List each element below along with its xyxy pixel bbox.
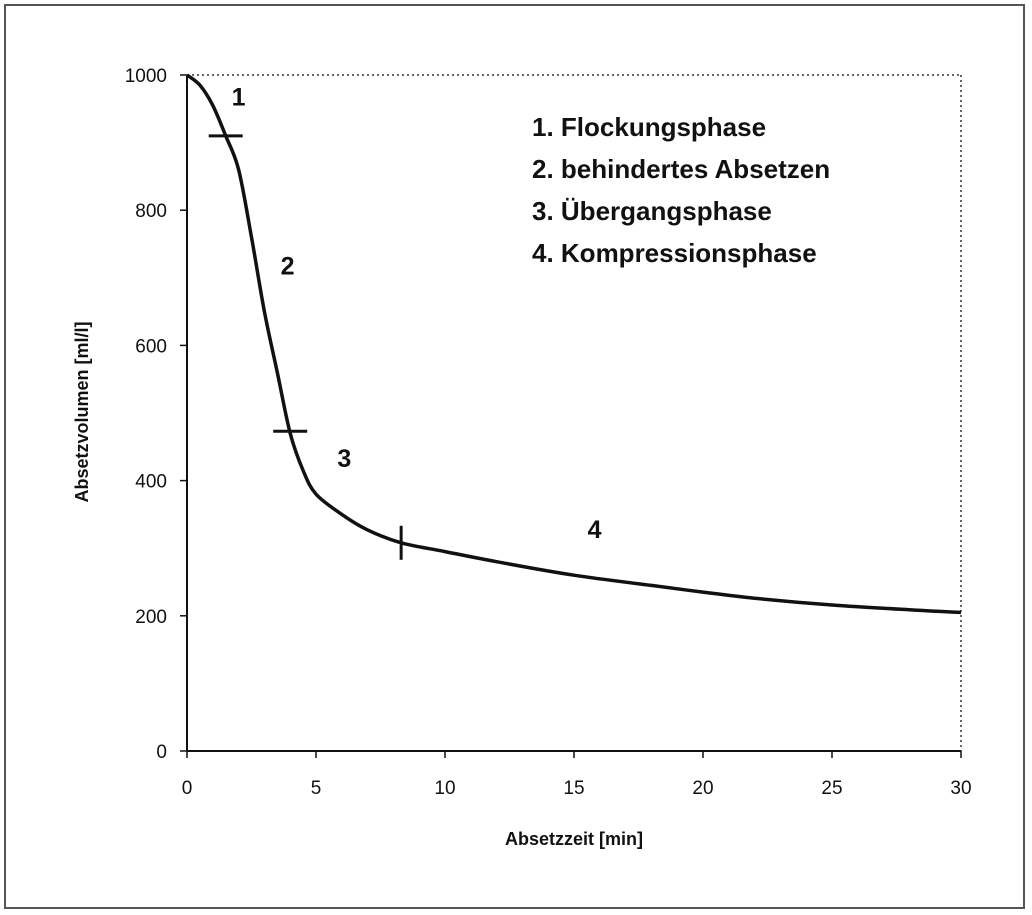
x-tick-label: 15 [563, 778, 584, 799]
y-tick-label: 0 [156, 742, 167, 763]
y-tick-label: 800 [135, 201, 167, 222]
y-tick-label: 1000 [125, 66, 167, 87]
x-tick-label: 20 [692, 778, 713, 799]
x-tick-label: 30 [950, 778, 971, 799]
x-tick-label: 5 [311, 778, 322, 799]
x-tick-label: 10 [434, 778, 455, 799]
phase-label-3: 3 [337, 445, 351, 473]
phase-labels: 1 2 3 4 [232, 83, 602, 544]
phase-label-4: 4 [588, 516, 602, 544]
y-tick-label: 400 [135, 472, 167, 493]
phase-label-1: 1 [232, 83, 246, 111]
legend: 1. Flockungsphase 2. behindertes Absetzen… [532, 112, 830, 268]
legend-entry: 1. Flockungsphase [532, 112, 766, 142]
x-tick-label: 0 [182, 778, 193, 799]
y-axis-label: Absetzvolumen [ml/l] [72, 321, 92, 502]
y-tick-label: 200 [135, 607, 167, 628]
legend-entry: 2. behindertes Absetzen [532, 154, 830, 184]
x-tick-label: 25 [821, 778, 842, 799]
legend-entry: 4. Kompressionsphase [532, 238, 817, 268]
x-axis-label: Absetzzeit [min] [505, 829, 643, 849]
legend-entry: 3. Übergangsphase [532, 196, 772, 226]
y-tick-label: 600 [135, 336, 167, 357]
phase-markers [209, 136, 401, 560]
phase-label-2: 2 [281, 252, 295, 280]
